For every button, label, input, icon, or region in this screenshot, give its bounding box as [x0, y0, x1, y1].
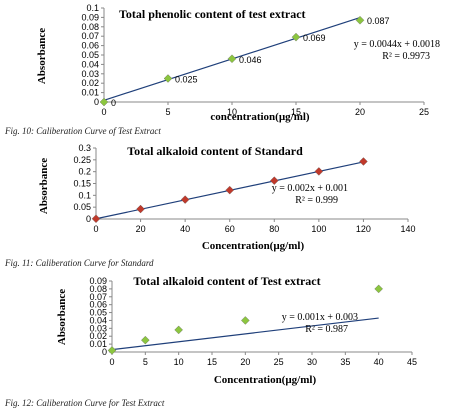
y-tick-label: 0.02 [89, 331, 107, 341]
data-point [291, 32, 301, 42]
y-tick-label: 0.04 [89, 315, 107, 325]
y-tick-label: 0.06 [89, 300, 107, 310]
figure-caption-12: Fig. 12: Caliberation Curve for Test Ext… [5, 398, 165, 408]
x-tick-label: 45 [407, 357, 417, 367]
y-axis-label: Absorbance [56, 289, 68, 345]
y-tick-label: 0.09 [89, 276, 107, 286]
chart-title: Total alkaloid content of Test extract [133, 274, 320, 288]
x-tick-label: 40 [374, 357, 384, 367]
y-tick-label: 0 [94, 97, 99, 107]
y-tick-label: 0.08 [89, 284, 107, 294]
data-point [174, 325, 183, 335]
data-point [225, 185, 234, 195]
data-label: 0.087 [367, 16, 390, 26]
figure-caption-11: Fig. 11: Caliberation Curve for Standard [5, 258, 154, 268]
data-label: 0.046 [239, 55, 262, 65]
data-point [241, 316, 250, 325]
y-tick-label: 0.07 [89, 292, 107, 302]
x-tick-label: 15 [207, 357, 217, 367]
x-tick-label: 20 [240, 357, 250, 367]
y-axis-label: Absorbance [36, 28, 48, 84]
figure-caption-10: Fig. 10: Caliberation Curve of Test Extr… [5, 126, 161, 136]
chart-title: Total phenolic content of test extract [119, 7, 306, 21]
x-tick-label: 120 [356, 224, 371, 234]
trendline-equation: y = 0.002x + 0.001 [272, 183, 348, 194]
y-tick-label: 0.01 [81, 88, 99, 98]
y-tick-label: 0.25 [73, 155, 91, 165]
y-tick-label: 0.09 [81, 12, 99, 22]
y-tick-label: 0.1 [86, 3, 99, 13]
x-tick-label: 10 [174, 357, 184, 367]
r-squared-label: R² = 0.987 [305, 324, 348, 335]
x-tick-label: 60 [225, 224, 235, 234]
y-tick-label: 0.07 [81, 31, 99, 41]
chart-phenolic-test-extract: 0 5 10 15 20 2500.010.020.030.040.050.060.070… [36, 3, 440, 123]
data-point [270, 176, 279, 185]
x-tick-label: 20 [136, 224, 146, 234]
x-tick-label: 35 [340, 357, 350, 367]
x-axis-label: Concentration(µg/ml) [214, 374, 317, 386]
x-axis-label: concentration(µg/ml) [210, 111, 310, 123]
x-tick-label: 100 [311, 224, 326, 234]
data-point [141, 335, 150, 345]
y-tick-label: 0.05 [73, 202, 91, 212]
y-tick-label: 0.05 [89, 308, 107, 318]
y-tick-label: 0.15 [73, 179, 91, 189]
data-point [91, 214, 101, 224]
y-tick-label: 0.01 [89, 339, 107, 349]
y-tick-label: 0.1 [78, 190, 91, 200]
data-point [227, 54, 237, 64]
x-axis-label: Concentration(µg/ml) [202, 240, 305, 252]
y-tick-label: 0 [102, 347, 107, 357]
r-squared-label: R² = 0.9973 [382, 51, 430, 62]
y-tick-label: 0.04 [81, 59, 99, 69]
y-tick-label: 0.08 [81, 22, 99, 32]
data-point [355, 15, 365, 25]
data-point [136, 204, 145, 214]
x-tick-label: 20 [355, 107, 365, 117]
data-point [374, 284, 383, 294]
x-tick-label: 25 [274, 357, 284, 367]
y-tick-label: 0.03 [81, 69, 99, 79]
data-point [314, 167, 324, 176]
x-tick-label: 30 [307, 357, 317, 367]
x-tick-label: 80 [269, 224, 279, 234]
data-label: 0.025 [175, 75, 198, 85]
y-tick-label: 0.03 [89, 323, 107, 333]
y-tick-label: 0 [86, 214, 91, 224]
y-tick-label: 0.2 [78, 167, 91, 177]
y-tick-label: 0.02 [81, 78, 99, 88]
y-tick-label: 0.3 [78, 143, 91, 153]
data-point [163, 74, 173, 83]
x-tick-label: 5 [143, 357, 148, 367]
data-label: 0 [111, 98, 116, 108]
x-tick-label: 10 [227, 107, 237, 117]
x-tick-label: 0 [109, 357, 114, 367]
r-squared-label: R² = 0.999 [295, 195, 338, 206]
x-tick-label: 0 [93, 224, 98, 234]
chart-alkaloid-test-extract: 0 5 10 15 20 25 30 35 40 4500.010.020.030.040.050… [56, 274, 417, 386]
chart-alkaloid-standard: 0 20 40 60 80 100 120 140 0 0.05 0.10.15 0.2 0.25 0.3… [38, 143, 416, 252]
y-tick-label: 0.05 [81, 50, 99, 60]
data-point [99, 97, 109, 107]
x-tick-label: 0 [101, 107, 106, 117]
x-tick-label: 15 [291, 107, 301, 117]
data-point [180, 195, 190, 204]
y-tick-label: 0.06 [81, 41, 99, 51]
trendline-equation: y = 0.001x + 0.003 [282, 312, 358, 323]
x-tick-label: 40 [180, 224, 190, 234]
chart-title: Total alkaloid content of Standard [127, 144, 303, 158]
x-tick-label: 140 [400, 224, 415, 234]
trendline [111, 317, 379, 351]
data-point [107, 346, 117, 355]
data-point [359, 157, 368, 166]
trendline-equation: y = 0.0044x + 0.0018 [354, 39, 440, 50]
data-label: 0.069 [303, 33, 326, 43]
y-axis-label: Absorbance [38, 158, 50, 214]
x-tick-label: 5 [165, 107, 170, 117]
x-tick-label: 25 [419, 107, 429, 117]
